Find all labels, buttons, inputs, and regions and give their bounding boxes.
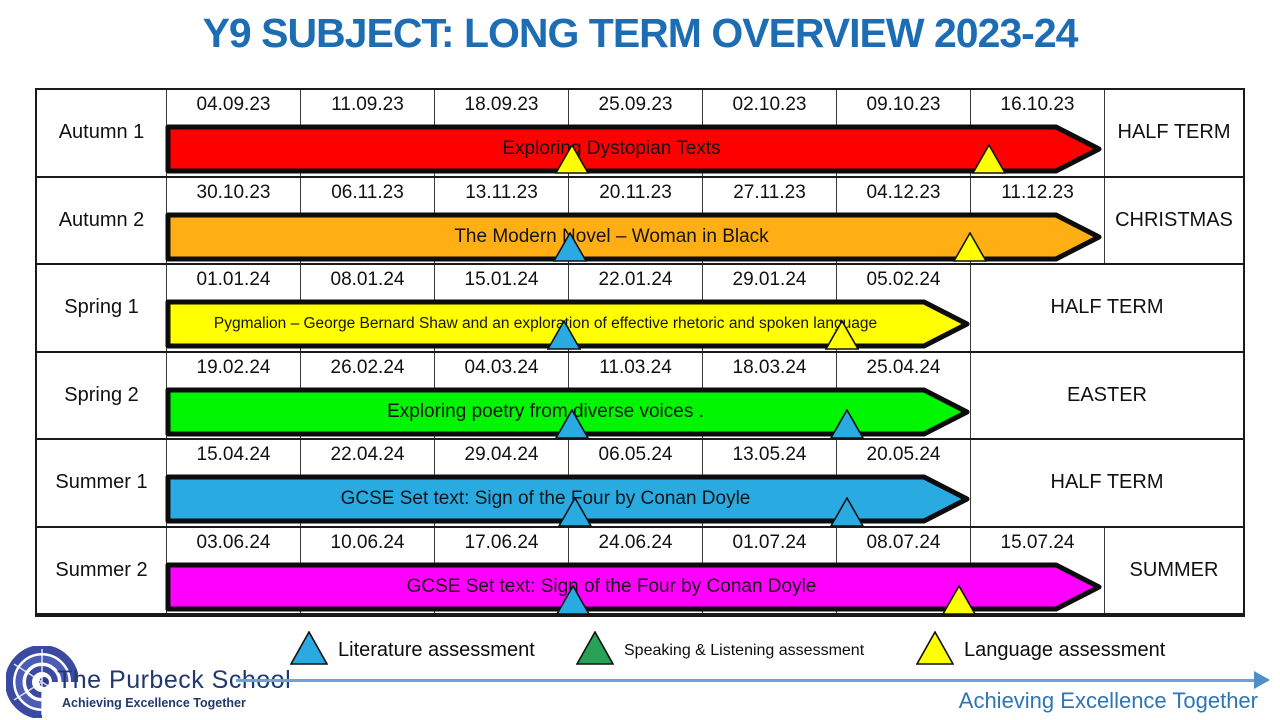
term-label: Spring 2	[37, 352, 167, 438]
school-motto: Achieving Excellence Together	[62, 696, 246, 710]
legend-label: Literature assessment	[338, 639, 535, 661]
unit-arrow: Exploring poetry from diverse voices .	[165, 386, 970, 438]
literature-assessment-marker-icon	[829, 407, 865, 439]
break-label: CHRISTMAS	[1115, 208, 1233, 231]
legend-label: Speaking & Listening assessment	[624, 641, 865, 659]
term-label: Autumn 1	[37, 90, 167, 176]
term-row: Spring 1 01.01.24 08.01.24 15.01.24 22.01.24…	[37, 265, 1243, 353]
language-assessment-marker-icon	[824, 319, 860, 351]
unit-title: The Modern Novel – Woman in Black	[454, 225, 769, 247]
footer-tagline: Achieving Excellence Together	[958, 688, 1258, 713]
legend-item-literature: Literature assessment	[289, 630, 535, 670]
term-row: Summer 1 15.04.24 22.04.24 29.04.24 06.05.24…	[37, 440, 1243, 528]
unit-title: GCSE Set text: Sign of the Four by Conan…	[340, 488, 751, 509]
literature-assessment-marker-icon	[555, 584, 591, 615]
unit-arrow: The Modern Novel – Woman in Black	[165, 211, 1102, 263]
long-term-overview-table: Autumn 1 04.09.23 11.09.23 18.09.23 25.09.23…	[35, 88, 1245, 617]
language-assessment-marker-icon	[971, 143, 1007, 174]
unit-arrow: Exploring Dystopian Texts	[165, 123, 1102, 175]
literature-assessment-marker-icon	[554, 407, 590, 439]
break-label: HALF TERM	[1050, 471, 1164, 494]
term-row: Autumn 1 04.09.23 11.09.23 18.09.23 25.09.23…	[37, 90, 1243, 178]
unit-title: Exploring poetry from diverse voices .	[387, 400, 704, 422]
literature-assessment-marker-icon	[552, 231, 588, 262]
break-label: SUMMER	[1129, 558, 1219, 581]
unit-title: Pygmalion – George Bernard Shaw and an e…	[213, 315, 878, 332]
assessment-legend: Literature assessment Speaking & Listenin…	[0, 630, 1280, 671]
term-row: Spring 2 19.02.24 26.02.24 04.03.24 11.03.24…	[37, 352, 1243, 440]
unit-arrow: GCSE Set text: Sign of the Four by Conan…	[165, 473, 970, 525]
term-label: Autumn 2	[37, 177, 167, 263]
literature-triangle-icon	[289, 630, 329, 670]
week-date-cell: 05.02.24	[837, 265, 971, 351]
footer-divider-line	[236, 679, 1256, 682]
week-date-cell: 11.12.23	[971, 177, 1105, 263]
break-label: HALF TERM	[1117, 121, 1231, 144]
term-row: Summer 2 03.06.24 10.06.24 17.06.24 24.06.24…	[37, 527, 1243, 615]
literature-assessment-marker-icon	[557, 496, 593, 527]
unit-arrow: Pygmalion – George Bernard Shaw and an e…	[165, 298, 970, 350]
legend-item-speaking: Speaking & Listening assessment	[575, 630, 865, 670]
language-assessment-marker-icon	[554, 143, 590, 174]
language-triangle-icon	[915, 630, 955, 670]
school-logo-shell-icon	[6, 646, 78, 718]
literature-assessment-marker-icon	[829, 496, 865, 527]
term-label: Summer 1	[37, 440, 167, 526]
speaking-triangle-icon	[575, 630, 615, 670]
unit-title: Exploring Dystopian Texts	[502, 138, 721, 159]
footer-arrow-icon	[1254, 671, 1270, 689]
language-assessment-marker-icon	[941, 584, 977, 615]
week-date-cell: 15.07.24	[971, 527, 1105, 613]
term-label: Summer 2	[37, 527, 167, 613]
page-title: Y9 SUBJECT: LONG TERM OVERVIEW 2023-24	[202, 10, 1079, 56]
unit-arrow: GCSE Set text: Sign of the Four by Conan…	[165, 561, 1102, 613]
term-label: Spring 1	[37, 265, 167, 351]
literature-assessment-marker-icon	[546, 319, 582, 351]
week-date-cell: 16.10.23	[971, 90, 1105, 176]
break-label: EASTER	[1066, 383, 1148, 406]
unit-title: GCSE Set text: Sign of the Four by Conan…	[406, 575, 817, 597]
legend-item-language: Language assessment	[915, 630, 1166, 670]
term-row: Autumn 2 30.10.23 06.11.23 13.11.23 20.11.23…	[37, 177, 1243, 265]
break-label: HALF TERM	[1050, 296, 1164, 319]
legend-label: Language assessment	[964, 639, 1166, 661]
week-date-cell: 20.05.24	[837, 440, 971, 526]
week-date-cell: 25.04.24	[837, 352, 971, 438]
language-assessment-marker-icon	[952, 231, 988, 262]
